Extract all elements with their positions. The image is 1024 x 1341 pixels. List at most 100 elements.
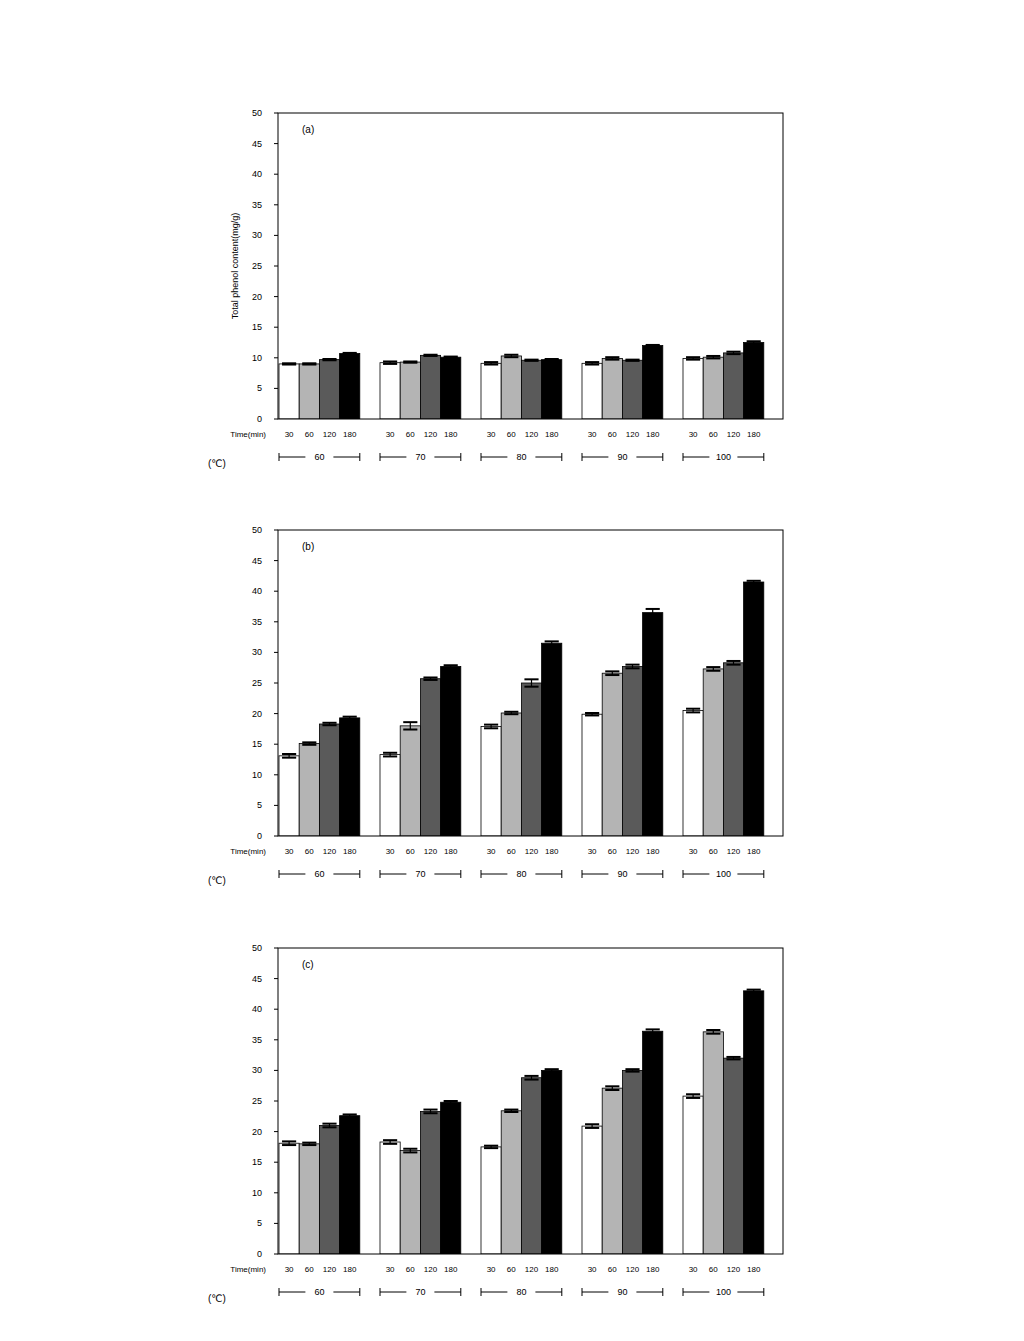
bar — [420, 355, 440, 419]
y-tick-label: 0 — [257, 1249, 262, 1259]
error-bar — [545, 1069, 559, 1071]
time-label: 180 — [646, 430, 660, 439]
plot-frame — [278, 113, 783, 419]
error-bar — [302, 1143, 316, 1145]
time-label: 180 — [343, 847, 357, 856]
y-tick-label: 20 — [252, 292, 262, 302]
y-tick — [274, 978, 278, 979]
bar — [683, 711, 703, 836]
error-bar — [343, 353, 357, 354]
error-bar — [403, 722, 417, 729]
y-tick — [274, 388, 278, 389]
bar — [723, 353, 743, 419]
time-label: 180 — [545, 847, 559, 856]
bar — [380, 363, 400, 419]
time-label: 60 — [305, 430, 314, 439]
bar — [643, 1031, 663, 1254]
bar — [420, 1111, 440, 1254]
time-label: 180 — [545, 430, 559, 439]
y-tick-label: 10 — [252, 353, 262, 363]
y-tick — [274, 948, 278, 949]
error-bar — [282, 1141, 296, 1145]
y-tick — [274, 235, 278, 236]
error-bar — [322, 359, 336, 360]
error-bar — [726, 1057, 740, 1059]
x-tick-label: 70 — [415, 1287, 425, 1297]
bar — [643, 346, 663, 419]
time-label: 180 — [444, 430, 458, 439]
error-bar — [403, 1149, 417, 1153]
time-label: 120 — [727, 430, 741, 439]
time-label: 120 — [525, 430, 539, 439]
series-axis-label: Time(min) — [230, 430, 266, 439]
bar — [380, 1142, 400, 1254]
time-label: 60 — [608, 847, 617, 856]
error-bar — [444, 1101, 458, 1103]
time-label: 60 — [507, 847, 516, 856]
y-tick — [274, 836, 278, 837]
error-bar — [383, 753, 397, 757]
y-tick — [274, 652, 278, 653]
x-tick-label: 70 — [415, 452, 425, 462]
time-label: 60 — [507, 430, 516, 439]
error-bar — [605, 671, 619, 675]
bar — [299, 364, 319, 419]
error-bar — [686, 1094, 700, 1098]
group-bracket — [481, 870, 562, 878]
y-tick-label: 30 — [252, 230, 262, 240]
time-label: 180 — [747, 847, 761, 856]
time-label: 30 — [588, 430, 597, 439]
bar — [744, 343, 764, 420]
y-tick — [274, 1162, 278, 1163]
bar — [744, 582, 764, 836]
y-axis-label: Total phenol content(mg/g) — [230, 213, 240, 320]
series-axis-label: Time(min) — [230, 1265, 266, 1274]
bars — [279, 990, 764, 1254]
error-bar — [747, 341, 761, 343]
time-label: 30 — [689, 1265, 698, 1274]
x-tick-label: 90 — [617, 452, 627, 462]
bar — [744, 991, 764, 1254]
time-label: 120 — [424, 430, 438, 439]
y-tick — [274, 1131, 278, 1132]
bar — [400, 726, 420, 836]
bar — [622, 666, 642, 836]
bar — [582, 714, 602, 836]
error-bar — [605, 357, 619, 359]
panel: 05101520253035404550(a)Total phenol cont… — [208, 108, 783, 469]
error-bar — [646, 609, 660, 616]
error-bar — [646, 1029, 660, 1033]
time-label: 30 — [386, 1265, 395, 1274]
time-label: 180 — [343, 1265, 357, 1274]
time-label: 60 — [709, 847, 718, 856]
error-bar — [706, 1030, 720, 1034]
group-bracket — [279, 1288, 360, 1296]
bar — [400, 1151, 420, 1254]
time-label: 30 — [386, 847, 395, 856]
y-tick-label: 35 — [252, 200, 262, 210]
bar — [602, 358, 622, 419]
bar — [582, 1126, 602, 1254]
error-bar — [747, 990, 761, 992]
bar — [683, 1096, 703, 1254]
plot-frame — [278, 530, 783, 836]
x-tick-label: 70 — [415, 869, 425, 879]
time-label: 120 — [525, 847, 539, 856]
time-label: 180 — [747, 430, 761, 439]
bar — [542, 1070, 562, 1254]
y-tick — [274, 1223, 278, 1224]
bars — [279, 341, 764, 419]
bar — [481, 363, 501, 419]
group-bracket — [582, 453, 663, 461]
bars — [279, 581, 764, 836]
error-bar — [423, 355, 437, 356]
bar — [420, 679, 440, 836]
error-bar — [625, 665, 639, 669]
y-tick — [274, 296, 278, 297]
bar — [340, 718, 360, 836]
error-bar — [524, 1076, 538, 1080]
x-tick-label: 80 — [516, 869, 526, 879]
x-axis-label: (℃) — [208, 1293, 226, 1304]
y-tick-label: 45 — [252, 139, 262, 149]
time-label: 60 — [608, 430, 617, 439]
